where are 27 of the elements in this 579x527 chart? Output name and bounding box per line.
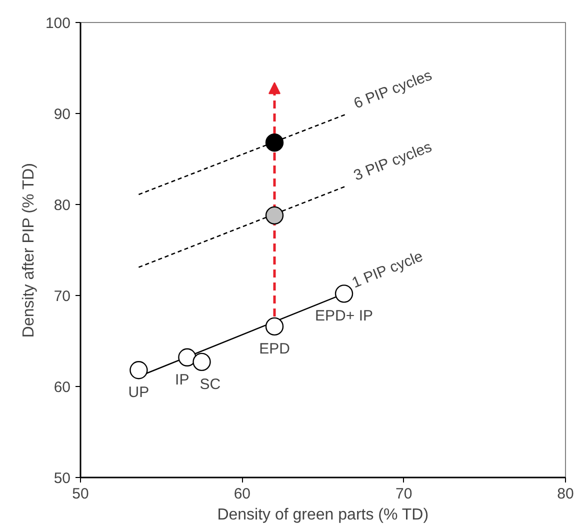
text: 6 PIP cycles bbox=[352, 66, 434, 112]
annotation: EPD+ IP bbox=[315, 308, 373, 325]
x-tick-label: 80 bbox=[557, 486, 574, 502]
point bbox=[334, 284, 354, 303]
x-tick-label: 70 bbox=[395, 486, 412, 502]
annotation: EPD bbox=[259, 340, 290, 358]
text: 1 PIP cycle bbox=[350, 248, 426, 292]
x-tick-label: 60 bbox=[234, 486, 251, 502]
y-axis-title: Density after PIP (% TD) bbox=[20, 162, 38, 338]
annotation: UP bbox=[128, 384, 150, 402]
x-tick-label: 50 bbox=[72, 486, 89, 502]
y-tick-label: 50 bbox=[54, 470, 71, 487]
x-axis-title: Density of green parts (% TD) bbox=[217, 506, 429, 524]
annotation: SC bbox=[200, 376, 221, 393]
y-tick-label: 100 bbox=[45, 15, 71, 32]
text: 3 PIP cycles bbox=[351, 138, 434, 184]
point bbox=[265, 317, 284, 336]
y-tick-label: 70 bbox=[54, 288, 71, 305]
point bbox=[192, 352, 211, 372]
y-tick-label: 60 bbox=[54, 379, 71, 396]
point bbox=[130, 361, 148, 380]
annotation: IP bbox=[175, 371, 190, 388]
point bbox=[178, 348, 196, 366]
point bbox=[265, 206, 284, 225]
point bbox=[265, 134, 284, 152]
y-tick-label: 90 bbox=[54, 106, 71, 123]
y-tick-label: 80 bbox=[54, 197, 71, 214]
